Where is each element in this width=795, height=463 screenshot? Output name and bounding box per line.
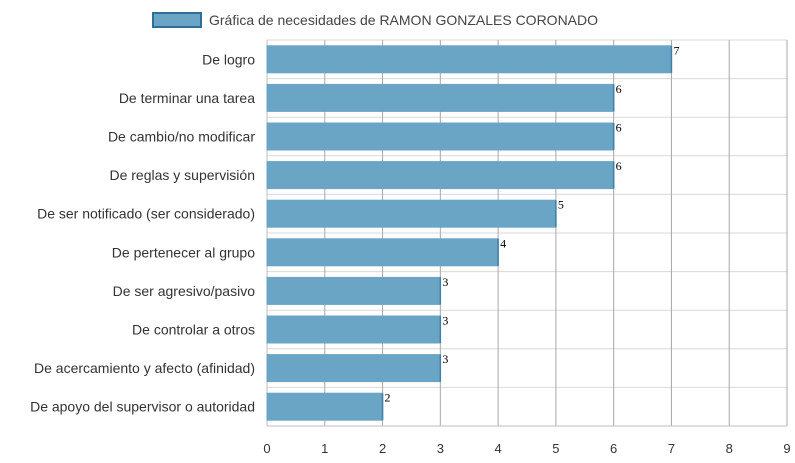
x-tick-label: 0	[263, 441, 270, 456]
bar	[266, 161, 615, 190]
data-label: 6	[616, 82, 622, 96]
data-label: 6	[616, 159, 622, 173]
x-tick-label: 6	[610, 441, 617, 456]
x-tick-label: 1	[321, 441, 328, 456]
data-label: 3	[442, 352, 448, 366]
x-tick-label: 7	[668, 441, 675, 456]
category-label: De ser notificado (ser considerado)	[37, 206, 255, 222]
category-label: De ser agresivo/pasivo	[113, 283, 256, 299]
data-label: 6	[616, 121, 622, 135]
bar	[266, 276, 441, 305]
bar	[266, 238, 499, 267]
legend: Gráfica de necesidades de RAMON GONZALES…	[152, 9, 598, 31]
legend-swatch	[152, 12, 202, 28]
data-label: 2	[385, 391, 391, 405]
x-tick-label: 8	[726, 441, 733, 456]
legend-label: Gráfica de necesidades de RAMON GONZALES…	[209, 12, 599, 28]
x-tick-label: 2	[379, 441, 386, 456]
x-tick-label: 4	[494, 441, 501, 456]
x-tick-label: 9	[783, 441, 790, 456]
category-label: De cambio/no modificar	[108, 129, 255, 145]
bar	[266, 83, 615, 112]
x-tick-label: 3	[437, 441, 444, 456]
category-label: De reglas y supervisión	[109, 167, 255, 183]
bar	[266, 392, 384, 421]
data-label: 4	[500, 236, 506, 250]
x-tick-label: 5	[552, 441, 559, 456]
category-label: De acercamiento y afecto (afinidad)	[34, 360, 255, 376]
data-label: 5	[558, 198, 564, 212]
bar	[266, 315, 441, 344]
category-label: De controlar a otros	[132, 322, 255, 338]
data-label: 3	[442, 314, 448, 328]
category-label: De terminar una tarea	[119, 90, 255, 106]
category-label: De logro	[202, 51, 255, 67]
bar	[266, 354, 441, 383]
category-label: De pertenecer al grupo	[112, 244, 255, 260]
category-label: De apoyo del supervisor o autoridad	[30, 399, 255, 415]
data-label: 7	[673, 43, 679, 57]
data-label: 3	[442, 275, 448, 289]
bar	[266, 199, 557, 228]
bar	[266, 45, 672, 74]
bar	[266, 122, 615, 151]
